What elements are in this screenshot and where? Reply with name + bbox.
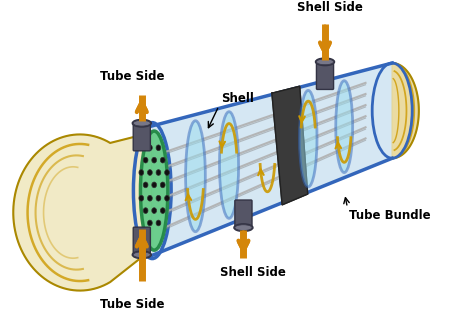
FancyBboxPatch shape bbox=[133, 227, 150, 256]
Ellipse shape bbox=[152, 208, 156, 213]
Ellipse shape bbox=[219, 112, 238, 218]
Ellipse shape bbox=[156, 195, 161, 201]
FancyBboxPatch shape bbox=[235, 200, 252, 229]
Text: Tube Side: Tube Side bbox=[100, 298, 164, 311]
Text: Shell Side: Shell Side bbox=[220, 266, 286, 279]
Polygon shape bbox=[272, 86, 308, 205]
Ellipse shape bbox=[132, 119, 151, 127]
Ellipse shape bbox=[317, 59, 334, 65]
Ellipse shape bbox=[164, 195, 169, 201]
Ellipse shape bbox=[234, 224, 253, 232]
Text: Tube Side: Tube Side bbox=[100, 70, 164, 83]
Ellipse shape bbox=[139, 170, 144, 175]
Polygon shape bbox=[152, 63, 392, 255]
Ellipse shape bbox=[147, 220, 152, 226]
Ellipse shape bbox=[152, 182, 156, 188]
Ellipse shape bbox=[133, 252, 150, 258]
Text: Shell: Shell bbox=[221, 92, 254, 105]
Ellipse shape bbox=[160, 157, 165, 163]
Ellipse shape bbox=[160, 208, 165, 213]
Ellipse shape bbox=[139, 195, 144, 201]
Ellipse shape bbox=[156, 145, 161, 151]
Text: Tube Bundle: Tube Bundle bbox=[349, 209, 431, 222]
FancyBboxPatch shape bbox=[317, 61, 334, 90]
FancyBboxPatch shape bbox=[133, 122, 150, 151]
Ellipse shape bbox=[156, 220, 161, 226]
Ellipse shape bbox=[186, 121, 205, 232]
Polygon shape bbox=[13, 132, 152, 290]
Ellipse shape bbox=[143, 182, 148, 188]
Ellipse shape bbox=[164, 170, 169, 175]
Text: Shell Side: Shell Side bbox=[297, 1, 363, 14]
Ellipse shape bbox=[152, 157, 156, 163]
Ellipse shape bbox=[147, 195, 152, 201]
Polygon shape bbox=[392, 63, 419, 158]
Ellipse shape bbox=[235, 225, 252, 231]
Ellipse shape bbox=[336, 81, 353, 173]
Ellipse shape bbox=[147, 145, 152, 151]
Ellipse shape bbox=[147, 170, 152, 175]
Ellipse shape bbox=[143, 157, 148, 163]
Ellipse shape bbox=[160, 182, 165, 188]
Ellipse shape bbox=[300, 90, 317, 187]
Ellipse shape bbox=[132, 251, 151, 259]
Ellipse shape bbox=[133, 120, 150, 126]
Ellipse shape bbox=[143, 208, 148, 213]
Ellipse shape bbox=[156, 170, 161, 175]
Ellipse shape bbox=[140, 131, 168, 250]
Ellipse shape bbox=[316, 58, 335, 66]
